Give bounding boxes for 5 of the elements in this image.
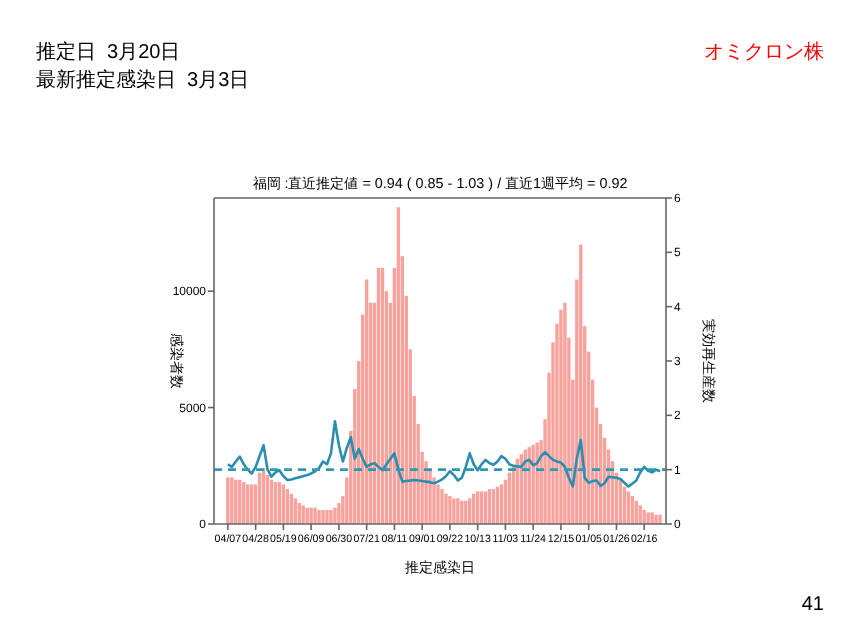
line-series	[226, 420, 662, 488]
text: オミクロン株	[704, 40, 824, 64]
text: 41	[801, 594, 825, 616]
text: 推定日 3月20日	[36, 40, 181, 64]
text: 最新推定感染日 3月3日	[36, 68, 250, 92]
